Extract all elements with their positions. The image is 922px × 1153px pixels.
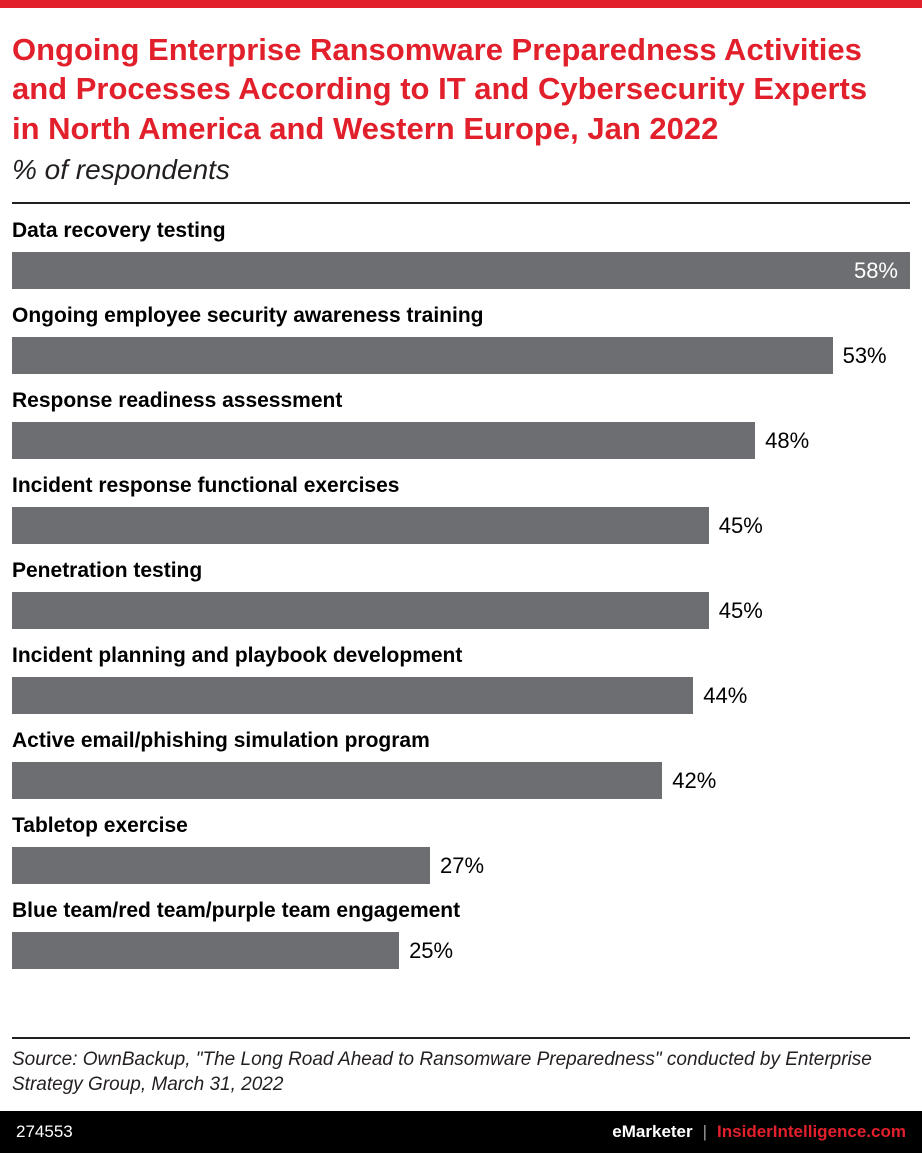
footer-site-link: InsiderIntelligence.com — [717, 1122, 906, 1141]
bar-value-label: 44% — [703, 682, 748, 708]
bar-category-label: Ongoing employee security awareness trai… — [12, 304, 484, 328]
bar-category-label: Active email/phishing simulation program — [12, 729, 430, 753]
footer-brand-emarketer: eMarketer — [612, 1122, 693, 1141]
bar: 58% — [12, 252, 910, 290]
chart-container: Ongoing Enterprise Ransomware Preparedne… — [0, 30, 922, 970]
page-subtitle: % of respondents — [12, 154, 230, 186]
footer-chart-id: 274553 — [16, 1122, 73, 1141]
top-accent-stripe — [0, 0, 922, 8]
bar-row: 58% — [12, 252, 910, 290]
bar — [12, 932, 400, 970]
bar-value-label: 45% — [718, 512, 763, 538]
bar-value-label: 45% — [718, 597, 763, 623]
bar — [12, 507, 709, 545]
bar-category-label: Incident planning and playbook developme… — [12, 644, 463, 668]
bar — [12, 762, 663, 800]
footer-brand-divider: | — [702, 1122, 708, 1141]
bar — [12, 592, 709, 630]
bar — [12, 847, 431, 885]
bar-row: 44% — [12, 677, 910, 715]
bar-group: Data recovery testing 58% — [12, 219, 910, 290]
bar-row: 27% — [12, 847, 910, 885]
bar-group: Response readiness assessment 48% — [12, 389, 910, 460]
bar-value-label: 25% — [409, 937, 454, 963]
bar-category-label: Incident response functional exercises — [12, 474, 400, 498]
bar-row: 53% — [12, 337, 910, 375]
footer-branding: eMarketer | InsiderIntelligence.com — [612, 1122, 906, 1142]
bar-group: Ongoing employee security awareness trai… — [12, 304, 910, 375]
bar-group: Penetration testing 45% — [12, 559, 910, 630]
bar-chart: Data recovery testing 58% Ongoing employee… — [12, 219, 910, 970]
bar-row: 45% — [12, 592, 910, 630]
source-text: Source: OwnBackup, "The Long Road Ahead … — [12, 1048, 872, 1095]
bar-value-label: 42% — [672, 767, 717, 793]
page-title: Ongoing Enterprise Ransomware Preparedne… — [12, 32, 868, 146]
bar-category-label: Blue team/red team/purple team engagemen… — [12, 899, 461, 923]
bar-value-label: 58% — [853, 257, 898, 283]
bar — [12, 422, 756, 460]
bar-row: 42% — [12, 762, 910, 800]
bar-category-label: Data recovery testing — [12, 219, 226, 243]
bar-category-label: Tabletop exercise — [12, 814, 188, 838]
bar-group: Blue team/red team/purple team engagemen… — [12, 899, 910, 970]
source-block: Source: OwnBackup, "The Long Road Ahead … — [12, 1036, 910, 1097]
bar-value-label: 27% — [440, 852, 485, 878]
bar — [12, 337, 833, 375]
bar-group: Incident response functional exercises 45… — [12, 474, 910, 545]
bar-category-label: Penetration testing — [12, 559, 203, 583]
bar-value-label: 53% — [842, 342, 887, 368]
bar-group: Tabletop exercise 27% — [12, 814, 910, 885]
bar — [12, 677, 694, 715]
bar-row: 45% — [12, 507, 910, 545]
bar-group: Incident planning and playbook developme… — [12, 644, 910, 715]
bar-category-label: Response readiness assessment — [12, 389, 343, 413]
bar-row: 25% — [12, 932, 910, 970]
footer-bar: 274553 eMarketer | InsiderIntelligence.c… — [0, 1111, 922, 1153]
bar-row: 48% — [12, 422, 910, 460]
header-divider — [12, 202, 910, 205]
bar-group: Active email/phishing simulation program… — [12, 729, 910, 800]
bar-value-label: 48% — [765, 427, 810, 453]
